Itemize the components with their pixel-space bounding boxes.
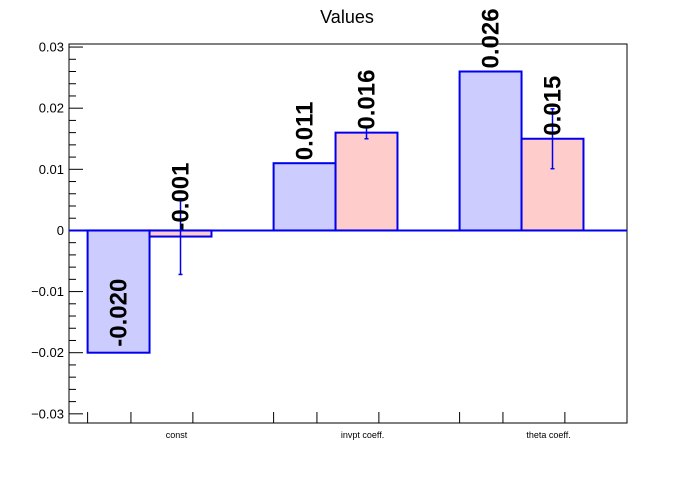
x-category-label: invpt coeff. xyxy=(341,430,384,440)
bar-value-label: -0.001 xyxy=(168,162,195,230)
y-tick-label: 0 xyxy=(57,223,64,238)
bar-series-1 xyxy=(272,162,337,232)
chart-title: Values xyxy=(320,7,374,27)
y-tick-label: 0.03 xyxy=(39,40,64,55)
bar-series-2 xyxy=(334,131,399,232)
bar-value-label: 0.016 xyxy=(354,70,381,130)
bar-value-label: 0.026 xyxy=(478,8,505,68)
bar-value-label: 0.011 xyxy=(292,101,319,160)
y-tick-label: −0.03 xyxy=(31,406,64,421)
x-category-label: const xyxy=(166,430,188,440)
bar-value-label: -0.020 xyxy=(106,279,133,347)
y-tick-label: −0.01 xyxy=(31,284,64,299)
y-tick-label: 0.02 xyxy=(39,101,64,116)
bar-series-1 xyxy=(458,70,523,232)
plot-frame xyxy=(68,43,628,424)
bar-value-label: 0.015 xyxy=(540,76,567,136)
plot-area: −0.03 −0.02 −0.01 0 0.01 0.02 0.03 -0.020 0.011 0… xyxy=(31,8,628,440)
y-tick-label: −0.02 xyxy=(31,345,64,360)
x-category-label: theta coeff. xyxy=(526,430,570,440)
y-tick-label: 0.01 xyxy=(39,162,64,177)
